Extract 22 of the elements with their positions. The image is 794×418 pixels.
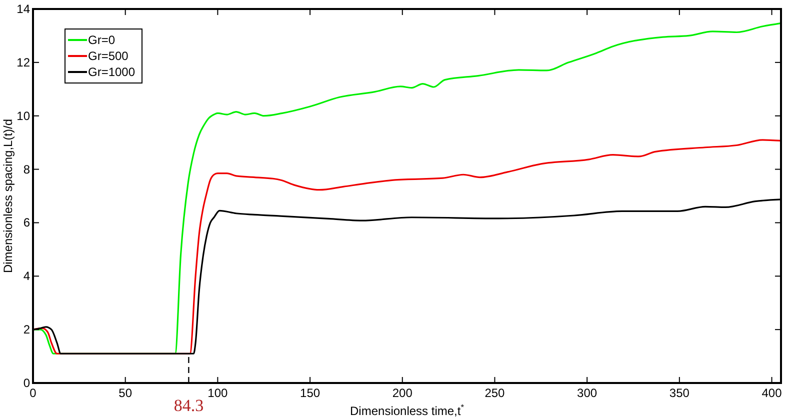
x-tick-label: 300 [577, 386, 598, 400]
x-tick-label: 150 [300, 386, 320, 400]
y-axis-title: Dimensionless spacing,L(t)/d [1, 118, 15, 274]
x-tick-label: 200 [392, 386, 413, 400]
y-tick-label: 0 [23, 376, 30, 390]
x-tick-label: 350 [669, 386, 690, 400]
x-tick-label: 400 [762, 386, 782, 400]
y-tick-label: 14 [16, 2, 30, 16]
y-tick-label: 2 [23, 322, 30, 337]
legend-label: Gr=1000 [88, 65, 136, 79]
legend-label: Gr=500 [88, 49, 129, 63]
x-axis-title: Dimensionless time,t$^{*}$ [350, 402, 465, 418]
y-tick-label: 4 [23, 269, 30, 284]
y-tick-label: 6 [23, 216, 30, 230]
y-tick-label: 10 [16, 108, 30, 123]
ref-line-label: 84.3 [174, 396, 204, 415]
y-tick-label: 8 [23, 162, 30, 176]
x-tick-label: 50 [118, 386, 132, 400]
x-tick-label: 250 [484, 386, 506, 400]
x-tick-label: 100 [208, 386, 228, 400]
y-tick-label: 12 [16, 55, 30, 70]
legend-label: Gr=0 [88, 33, 116, 47]
